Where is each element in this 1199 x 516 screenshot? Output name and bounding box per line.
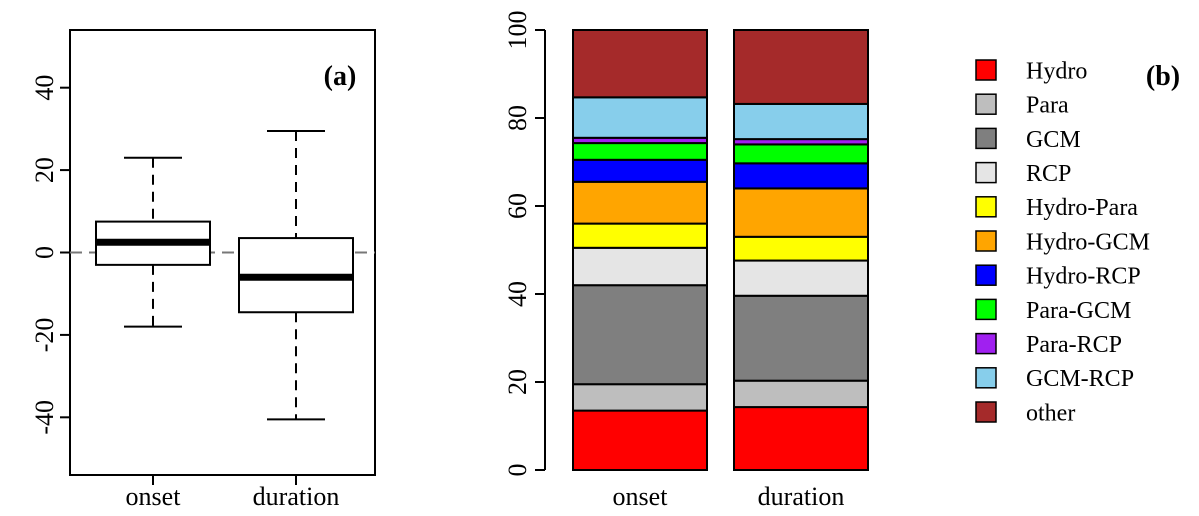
legend-swatch xyxy=(975,298,997,321)
y-tick-label: 80 xyxy=(503,105,532,131)
y-tick-label: 60 xyxy=(503,193,532,219)
legend-label: Para xyxy=(1026,93,1069,119)
bar-segment-rcp xyxy=(733,259,869,297)
legend-item-gcm-rcp: GCM-RCP xyxy=(975,366,1134,392)
bar-onset xyxy=(572,29,708,472)
legend-item-hydro-rcp: Hydro-RCP xyxy=(975,264,1141,290)
bar-segment-hydro-gcm xyxy=(572,180,708,225)
bar-segment-hydro-rcp xyxy=(572,158,708,183)
legend: Hydro Para GCM RCP Hydro-Para Hydro-GCM Hydro-… xyxy=(975,58,1150,426)
legend-item-para: Para xyxy=(975,93,1069,119)
bar-segment-gcm-rcp xyxy=(572,96,708,139)
panel-a-boxplot: -40 -20 0 20 40 onset duration (a) xyxy=(30,29,376,511)
legend-label: Hydro-GCM xyxy=(1026,229,1150,255)
legend-label: Para-RCP xyxy=(1026,332,1122,358)
bar-segment-para xyxy=(733,379,869,409)
y-tick-label: -40 xyxy=(30,400,59,435)
legend-item-gcm: GCM xyxy=(975,127,1081,153)
legend-swatch xyxy=(975,367,997,389)
bar-segment-gcm xyxy=(733,294,869,382)
legend-label: GCM-RCP xyxy=(1026,366,1134,392)
legend-swatch xyxy=(975,93,997,115)
panel-a-label: (a) xyxy=(324,61,357,92)
bar-segment-rcp xyxy=(572,246,708,287)
y-tick-label: 0 xyxy=(30,246,59,259)
panel-b-x-axis: onset duration xyxy=(613,482,845,511)
bar-segment-hydro xyxy=(572,409,708,472)
legend-swatch xyxy=(975,401,997,423)
legend-swatch xyxy=(975,161,997,184)
y-tick-label: -20 xyxy=(30,318,59,353)
legend-swatch xyxy=(975,59,997,81)
bar-segment-other xyxy=(733,29,869,105)
panel-b-y-axis: 0 20 40 60 80 100 xyxy=(503,11,546,477)
legend-swatch xyxy=(975,127,997,150)
legend-label: other xyxy=(1026,400,1075,426)
y-tick-label: 100 xyxy=(503,11,532,50)
bar-segment-hydro-gcm xyxy=(733,187,869,238)
legend-swatch xyxy=(975,332,997,355)
legend-swatch xyxy=(975,264,997,286)
legend-label: Hydro-RCP xyxy=(1026,264,1141,290)
y-tick-label: 40 xyxy=(30,75,59,101)
y-tick-label: 0 xyxy=(503,464,532,477)
bar-segment-hydro-para xyxy=(572,222,708,249)
x-category-label: duration xyxy=(758,482,845,511)
x-category-label: onset xyxy=(126,482,182,511)
legend-swatch xyxy=(975,230,997,252)
bar-segment-para-gcm xyxy=(733,143,869,165)
bar-segment-other xyxy=(572,29,708,99)
legend-item-other: other xyxy=(975,400,1075,426)
panel-a-x-axis: onset duration xyxy=(126,475,340,511)
legend-swatch xyxy=(975,196,997,218)
bar-segment-gcm xyxy=(572,284,708,386)
legend-label: Hydro-Para xyxy=(1026,195,1138,221)
panel-a-y-axis: -40 -20 0 20 40 xyxy=(30,75,70,435)
x-category-label: onset xyxy=(613,482,669,511)
legend-item-hydro-gcm: Hydro-GCM xyxy=(975,229,1150,255)
x-category-label: duration xyxy=(253,482,340,511)
bar-segment-gcm-rcp xyxy=(733,102,869,141)
legend-label: GCM xyxy=(1026,127,1081,153)
bar-segment-hydro xyxy=(733,406,869,471)
legend-label: Para-GCM xyxy=(1026,298,1131,324)
y-tick-label: 40 xyxy=(503,281,532,307)
legend-item-para-rcp: Para-RCP xyxy=(975,332,1122,358)
panel-b-stacked-bar: 0 20 40 60 80 100 onset duration Hydro Para GCM R… xyxy=(503,11,1180,512)
bar-segment-para-gcm xyxy=(572,142,708,161)
box-series xyxy=(95,129,354,421)
y-tick-label: 20 xyxy=(503,369,532,395)
bar-segment-hydro-para xyxy=(733,235,869,262)
bar-duration xyxy=(733,29,869,471)
legend-label: Hydro xyxy=(1026,58,1087,84)
legend-item-rcp: RCP xyxy=(975,161,1071,187)
bar-segment-para xyxy=(572,383,708,412)
legend-item-hydro-para: Hydro-Para xyxy=(975,195,1138,221)
bar-segment-hydro-rcp xyxy=(733,162,869,190)
legend-item-para-gcm: Para-GCM xyxy=(975,298,1131,324)
box-duration xyxy=(238,129,354,421)
legend-label: RCP xyxy=(1026,161,1071,187)
panel-b-label: (b) xyxy=(1146,61,1180,92)
stacked-bars xyxy=(572,29,869,472)
y-tick-label: 20 xyxy=(30,157,59,183)
box-onset xyxy=(95,156,211,328)
legend-item-hydro: Hydro xyxy=(975,58,1087,84)
